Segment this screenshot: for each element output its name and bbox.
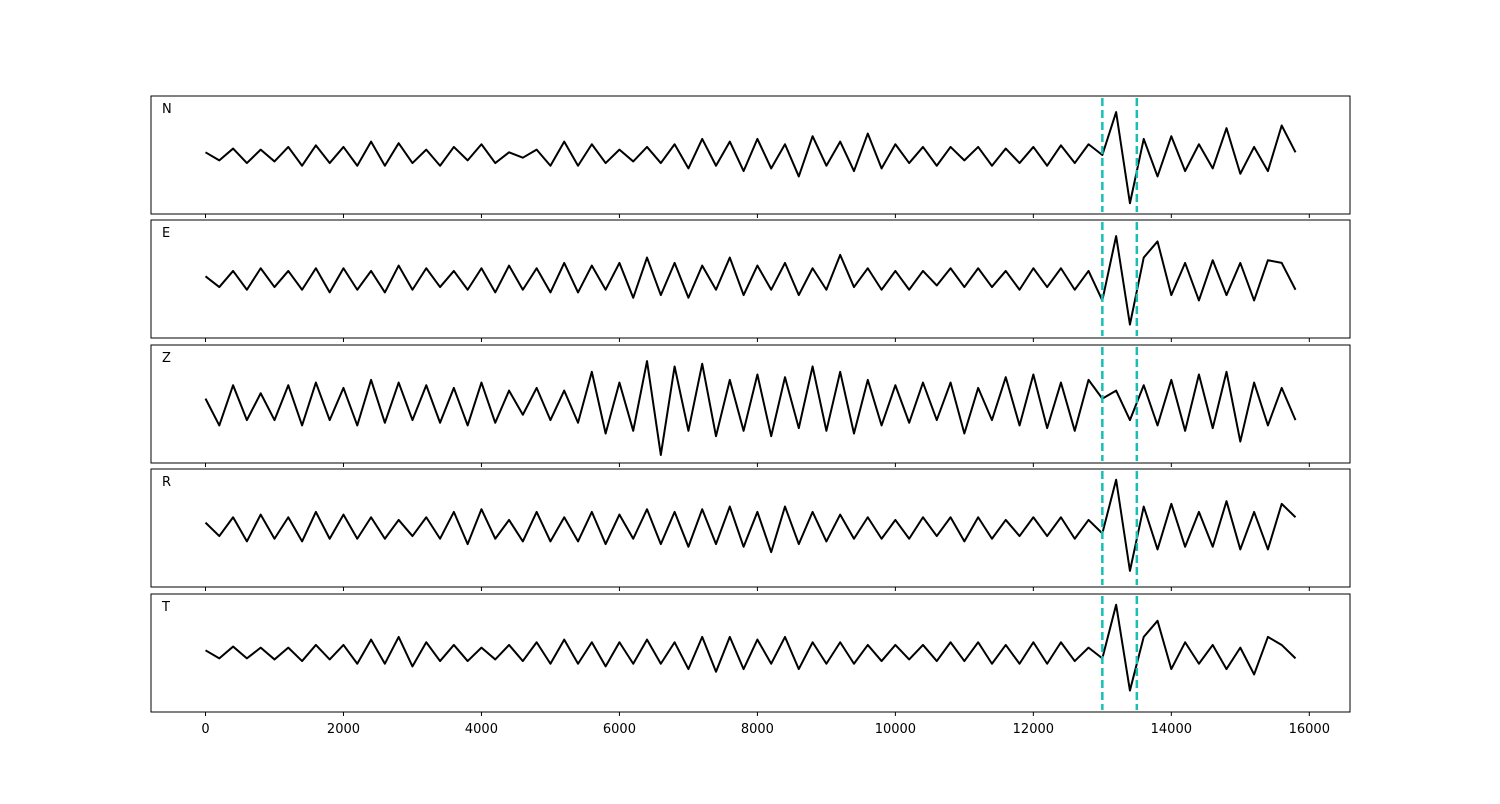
x-tick-label: 12000 [1013,722,1054,737]
panel-frame [150,593,1351,713]
panel-frame [150,344,1351,464]
x-tick-label: 14000 [1151,722,1192,737]
panel-frame [150,219,1351,339]
trace [204,603,1297,692]
panel-label: N [162,102,172,117]
trace [204,235,1297,326]
x-tick-label: 6000 [603,722,636,737]
trace [204,478,1297,572]
x-tick-label: 0 [201,722,209,737]
x-tick-label: 10000 [875,722,916,737]
trace [204,111,1297,205]
panel-frame [150,468,1351,588]
x-tick-label: 8000 [741,722,774,737]
trace [204,360,1297,456]
x-tick-label: 4000 [465,722,498,737]
x-tick-label: 2000 [327,722,360,737]
panel-label: R [162,475,171,490]
panel-label: Z [162,351,171,366]
x-tick-label: 16000 [1289,722,1330,737]
panel-label: T [161,600,170,615]
panel-frame [150,95,1351,215]
panel-label: E [162,226,170,241]
